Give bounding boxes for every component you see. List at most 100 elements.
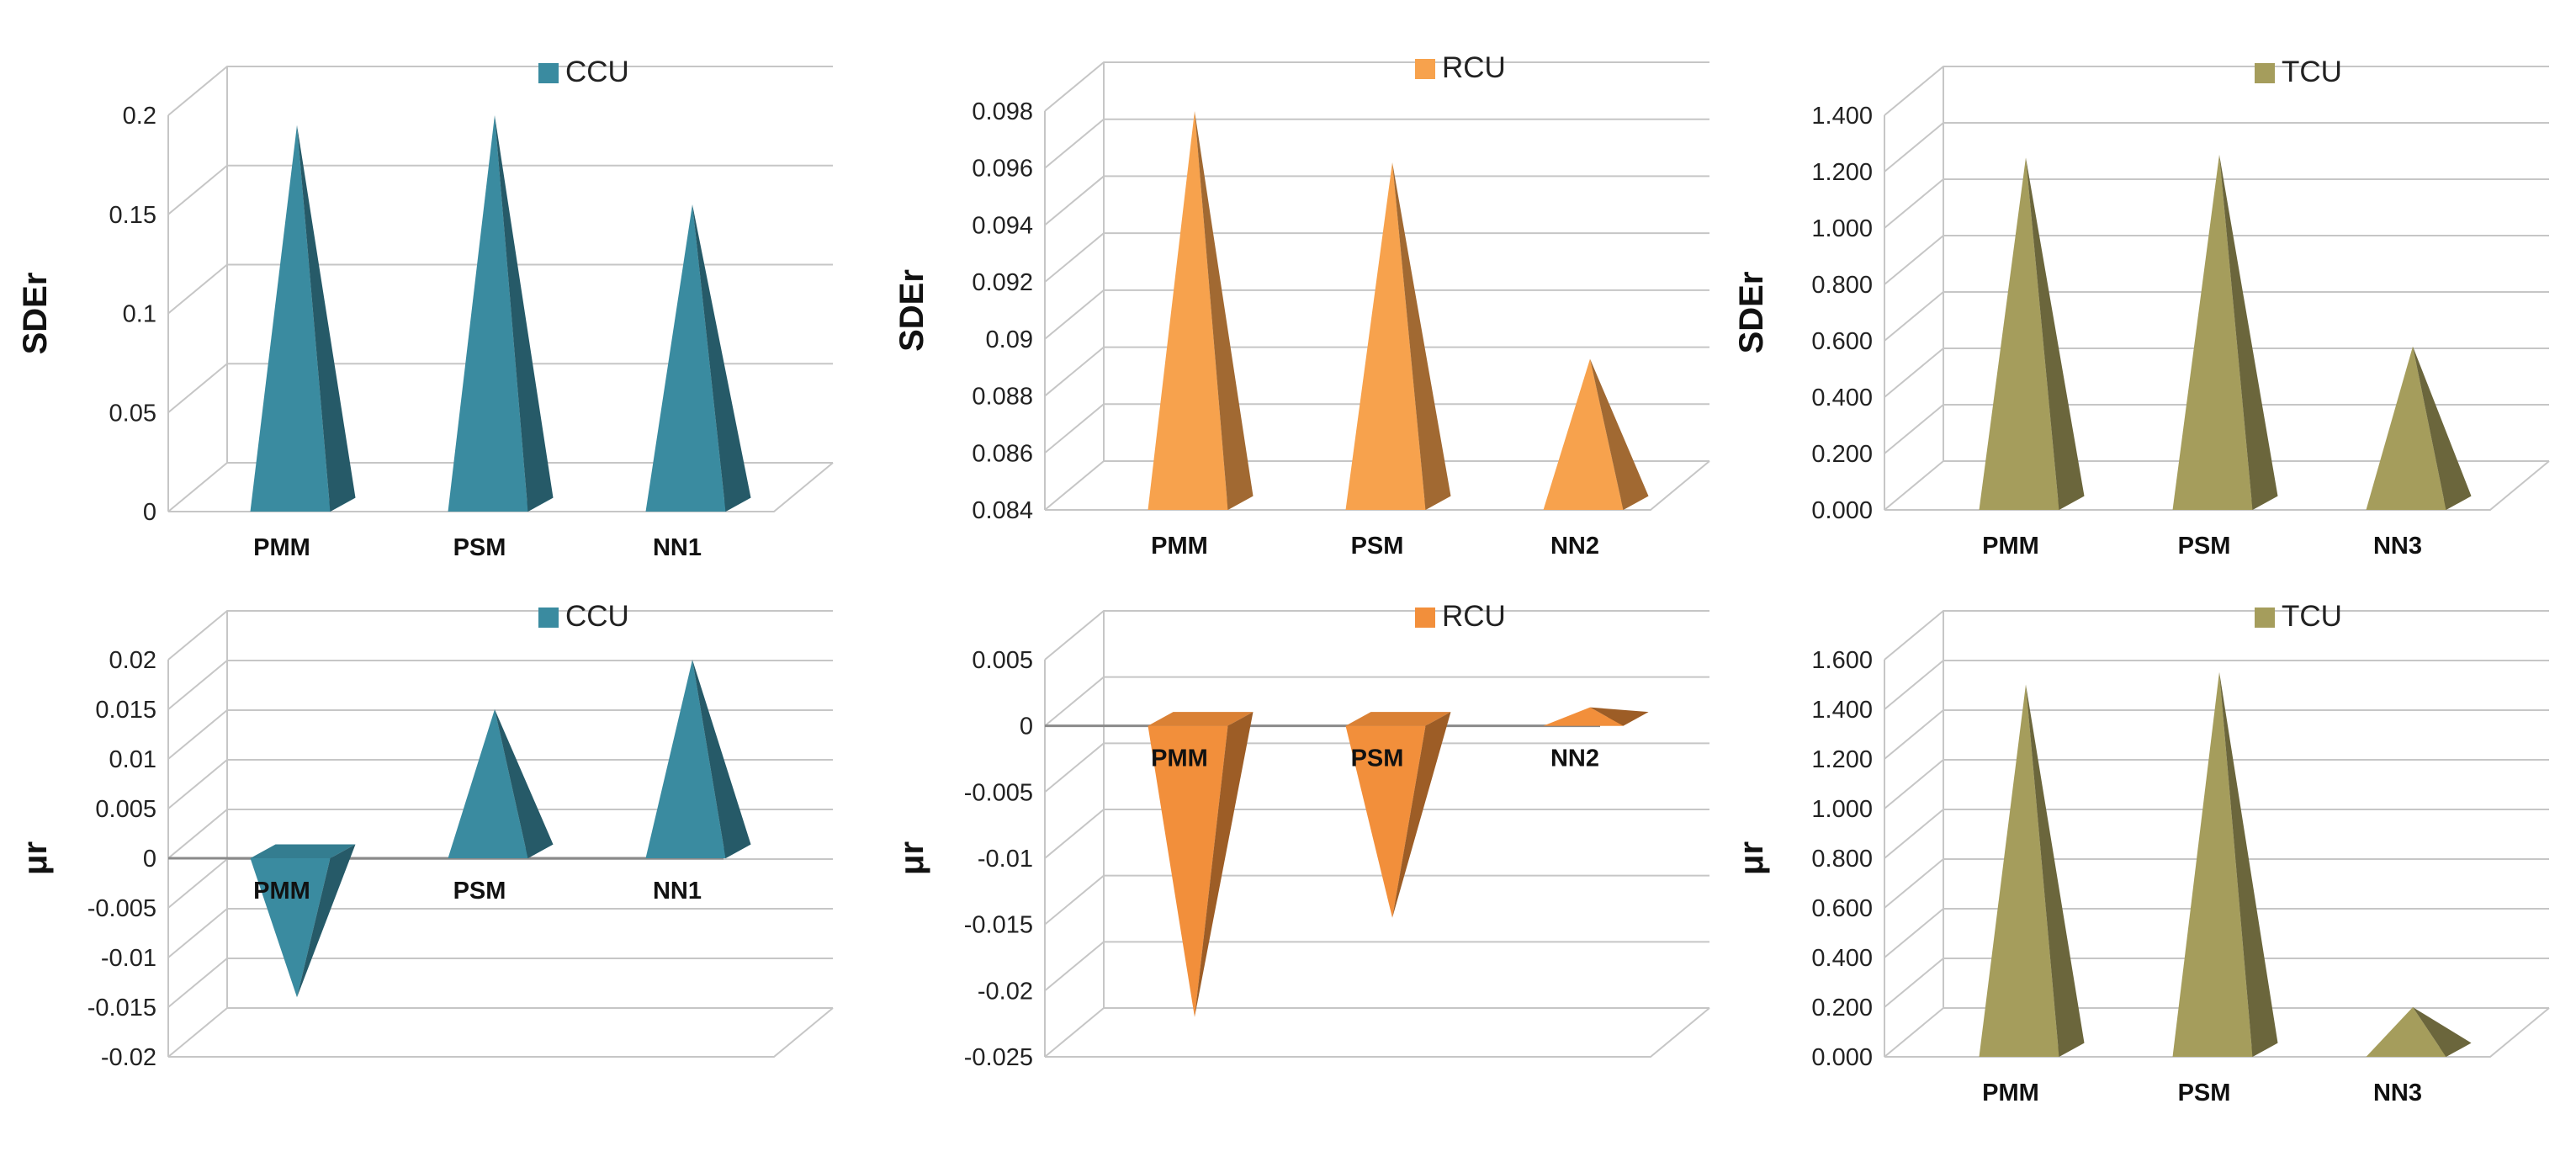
floor-edge xyxy=(1884,460,2550,511)
y-tick-label: 0.1 xyxy=(123,301,156,328)
x-category-label: PSM xyxy=(1351,745,1404,772)
legend-swatch xyxy=(2255,608,2275,628)
gridline xyxy=(1044,118,1709,169)
y-axis-title: μr xyxy=(17,841,54,875)
gridline xyxy=(1044,941,1709,992)
chart-panel-1: 0 0.05 0.1 0.15 0.2 SDEr PMM PSM NN1 CCU xyxy=(17,56,834,561)
gridline xyxy=(1884,66,2549,116)
y-tick-label: 0.096 xyxy=(972,156,1033,183)
y-tick-label: 0.200 xyxy=(1811,441,1873,468)
y-tick-label: -0.015 xyxy=(87,995,156,1021)
pyramid-side-PSM xyxy=(495,115,554,512)
legend-swatch xyxy=(1415,608,1435,628)
x-category-label: PSM xyxy=(453,534,506,561)
y-tick-label: 0.005 xyxy=(95,796,156,823)
floor-edge xyxy=(1045,1007,1710,1058)
y-tick-label: 0 xyxy=(143,846,156,873)
gridline xyxy=(1044,61,1709,112)
x-category-label: PSM xyxy=(2178,1080,2231,1106)
pyramid-face-PMM xyxy=(250,125,331,512)
gridline xyxy=(1884,610,2549,661)
gridline xyxy=(1884,122,2549,172)
gridline xyxy=(1044,610,1709,661)
x-category-label: PMM xyxy=(1982,533,2039,560)
pyramid-side-NN1 xyxy=(692,660,751,858)
gridline xyxy=(167,610,833,661)
y-tick-label: 0.400 xyxy=(1811,385,1873,411)
legend-swatch xyxy=(538,63,559,83)
y-axis-title: SDEr xyxy=(17,273,54,355)
pyramid-side-PSM xyxy=(1392,712,1451,918)
pyramid-face-NN1 xyxy=(645,204,726,512)
y-tick-label: 0.088 xyxy=(972,384,1033,411)
pyramid-top-PMM xyxy=(1148,712,1254,726)
legend-label: TCU xyxy=(2282,56,2342,88)
y-axis-title: SDEr xyxy=(893,269,930,352)
pyramid-side-PMM xyxy=(2026,684,2085,1057)
y-tick-label: -0.02 xyxy=(101,1044,156,1071)
legend-swatch xyxy=(2255,63,2275,83)
y-tick-label: 1.200 xyxy=(1811,159,1873,186)
y-axis-title: μr xyxy=(1733,841,1770,875)
x-category-label: NN3 xyxy=(2373,533,2422,560)
chart-panel-4: -0.02 -0.015 -0.01 -0.005 0 0.005 0.01 0.015 0.0… xyxy=(17,600,834,1071)
y-tick-label: -0.005 xyxy=(87,895,156,922)
x-category-label: NN1 xyxy=(653,534,702,561)
x-category-label: PSM xyxy=(2178,533,2231,560)
y-tick-label: 0.015 xyxy=(95,697,156,724)
y-tick-label: 0.094 xyxy=(972,212,1033,239)
gridline xyxy=(167,958,833,1008)
pyramid-face-NN2 xyxy=(1543,707,1624,726)
gridline xyxy=(1044,874,1709,926)
x-category-label: PSM xyxy=(453,878,506,905)
pyramid-side-PMM xyxy=(297,125,356,512)
pyramid-side-NN2 xyxy=(1590,358,1649,510)
pyramid-top-PMM xyxy=(250,844,356,858)
gridline xyxy=(1044,1007,1709,1058)
pyramid-side-PMM xyxy=(297,844,356,998)
gridline xyxy=(167,660,833,710)
pyramid-face-PMM xyxy=(250,858,331,998)
legend-label: RCU xyxy=(1442,51,1506,84)
y-tick-label: -0.01 xyxy=(978,846,1033,873)
y-tick-label: 1.400 xyxy=(1811,103,1873,130)
floor-edge xyxy=(168,462,834,512)
pyramid-side-PSM xyxy=(2219,671,2278,1057)
pyramid-side-PSM xyxy=(1392,162,1451,510)
x-category-label: NN3 xyxy=(2373,1080,2422,1106)
pyramid-face-NN3 xyxy=(2366,346,2446,510)
y-tick-label: 0.098 xyxy=(972,98,1033,125)
x-category-label: PMM xyxy=(253,534,310,561)
pyramid-face-NN1 xyxy=(645,660,726,858)
legend-swatch xyxy=(1415,59,1435,79)
pyramid-face-PSM xyxy=(1345,162,1426,510)
pyramid-face-PMM xyxy=(1148,725,1228,1017)
gridline xyxy=(167,66,833,116)
y-tick-label: 0 xyxy=(1020,714,1033,740)
y-tick-label: 1.000 xyxy=(1811,215,1873,242)
y-tick-label: 0.000 xyxy=(1811,1044,1873,1071)
x-category-label: PSM xyxy=(1351,533,1404,560)
pyramid-face-PSM xyxy=(1345,725,1426,918)
gridline xyxy=(1044,175,1709,226)
pyramid-face-PSM xyxy=(2172,154,2253,510)
pyramid-side-PMM xyxy=(1195,111,1254,510)
y-tick-label: 0.086 xyxy=(972,440,1033,467)
legend-label: CCU xyxy=(565,56,629,88)
x-category-label: PMM xyxy=(1151,745,1208,772)
y-tick-label: 0.200 xyxy=(1811,995,1873,1021)
y-tick-label: 0.600 xyxy=(1811,328,1873,355)
pyramid-side-NN3 xyxy=(2413,346,2472,510)
pyramid-face-NN3 xyxy=(2366,1007,2446,1057)
floor-edge xyxy=(168,1007,834,1058)
y-tick-label: 1.600 xyxy=(1811,647,1873,674)
y-tick-label: 1.200 xyxy=(1811,746,1873,773)
pyramid-face-PSM xyxy=(448,709,528,858)
chart-panel-3: 0.000 0.200 0.400 0.600 0.800 1.000 1.200 1.400… xyxy=(1733,56,2550,560)
pyramid-face-PSM xyxy=(448,115,528,512)
y-tick-label: -0.015 xyxy=(964,912,1033,939)
x-category-label: NN1 xyxy=(653,878,702,905)
gridline xyxy=(167,908,833,958)
floor-edge xyxy=(1045,460,1710,511)
legend-label: TCU xyxy=(2282,600,2342,633)
